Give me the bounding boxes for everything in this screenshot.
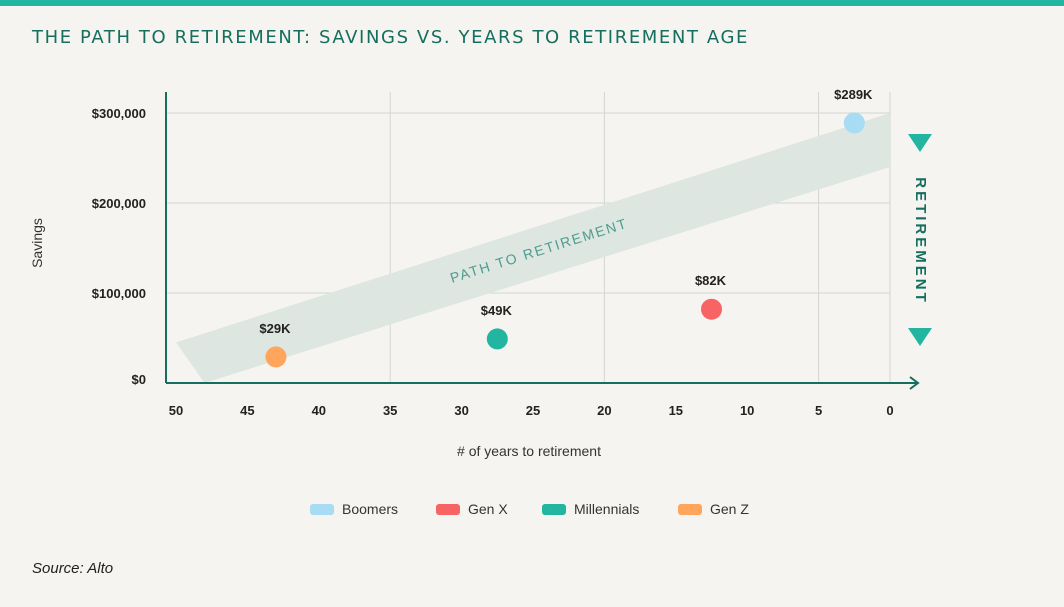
x-tick-label: 15: [669, 403, 683, 418]
data-point-gen-x: [701, 298, 722, 320]
data-point-millennials: [486, 328, 508, 350]
retirement-label: RETIREMENT: [912, 177, 929, 305]
data-label: $29K: [259, 321, 291, 336]
y-tick-label: $0: [132, 372, 146, 387]
y-tick-label: $300,000: [92, 106, 146, 121]
source-note: Source: Alto: [32, 560, 114, 577]
legend: Boomers Gen X Millennials Gen Z: [310, 501, 749, 517]
x-tick-label: 45: [240, 403, 254, 418]
x-tick-label: 10: [740, 403, 754, 418]
x-tick-label: 50: [169, 403, 183, 418]
legend-swatch: [678, 504, 702, 515]
chart-title: THE PATH TO RETIREMENT: SAVINGS VS. YEAR…: [32, 27, 749, 48]
x-tick-label: 0: [886, 403, 893, 418]
x-tick-label: 25: [526, 403, 540, 418]
x-axis-title: # of years to retirement: [457, 443, 601, 459]
y-tick-label: $200,000: [92, 196, 146, 211]
legend-label: Gen Z: [710, 501, 749, 517]
tick-labels: 50 45 40 35 30 25 20 15 10 5 0$0$100,000$200,000$3…: [92, 106, 894, 418]
data-point-boomers: [843, 112, 865, 134]
x-tick-label: 35: [383, 403, 397, 418]
y-axis-title: Savings: [29, 218, 45, 268]
triangle-down-icon: [908, 328, 932, 346]
data-label: $289K: [834, 87, 873, 102]
legend-label: Millennials: [574, 501, 639, 517]
legend-label: Gen X: [468, 501, 508, 517]
path-to-retirement-band: [176, 113, 890, 383]
axes: [165, 92, 920, 390]
legend-label: Boomers: [342, 501, 398, 517]
x-axis-arrow-icon: [909, 376, 920, 390]
retirement-marker: RETIREMENT: [908, 134, 932, 346]
x-tick-label: 20: [597, 403, 611, 418]
x-tick-label: 5: [815, 403, 822, 418]
data-point-gen-z: [265, 346, 287, 368]
x-tick-label: 40: [312, 403, 326, 418]
data-label: $82K: [695, 273, 727, 288]
legend-swatch: [310, 504, 334, 515]
legend-swatch: [436, 504, 460, 515]
legend-swatch: [542, 504, 566, 515]
top-accent-bar: [0, 0, 1064, 6]
x-tick-label: 30: [454, 403, 468, 418]
y-tick-label: $100,000: [92, 286, 146, 301]
data-points: $289K $82K $49K $29K: [259, 87, 873, 368]
data-label: $49K: [481, 303, 513, 318]
triangle-down-icon: [908, 134, 932, 152]
